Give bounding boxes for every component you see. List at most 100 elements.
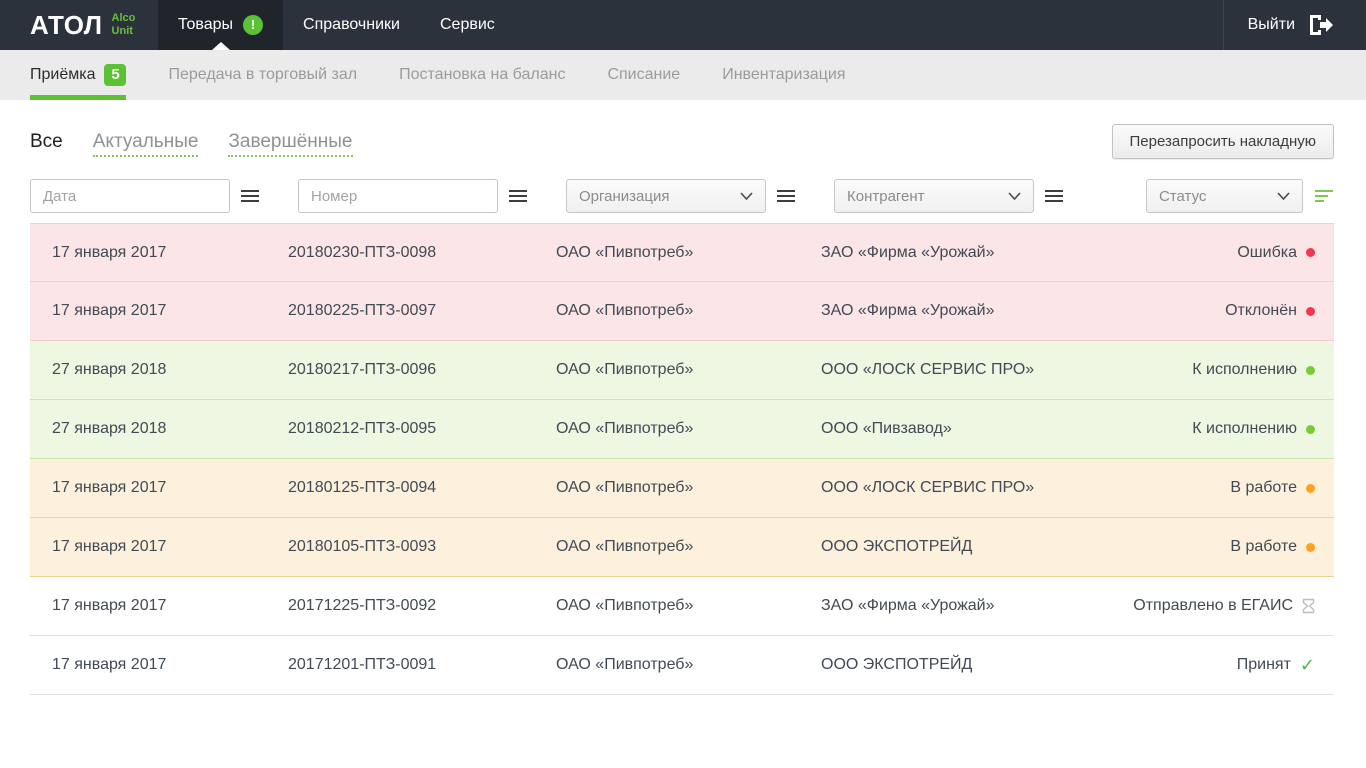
status-label: Принят <box>1237 656 1291 674</box>
status-label: К исполнению <box>1192 361 1297 379</box>
count-badge: 5 <box>104 64 126 86</box>
logout-label: Выйти <box>1248 16 1295 34</box>
cell-number: 20180125-ПТЗ-0094 <box>288 479 556 497</box>
number-filter-input[interactable] <box>298 179 498 213</box>
date-sort-icon[interactable] <box>241 188 259 204</box>
contractor-filter-select[interactable]: Контрагент <box>834 179 1034 213</box>
cell-number: 20180217-ПТЗ-0096 <box>288 361 556 379</box>
cell-date: 17 января 2017 <box>30 538 288 556</box>
status-dot-red-icon <box>1306 307 1315 316</box>
chevron-down-icon <box>1008 192 1021 200</box>
cell-status: В работе <box>1230 479 1334 497</box>
subnav-item-label: Постановка на баланс <box>399 66 565 84</box>
navbar-right: Выйти <box>1223 0 1366 50</box>
tab-all[interactable]: Все <box>30 131 63 153</box>
subnav-item-label: Приёмка <box>30 66 95 84</box>
cell-contractor: ООО «ЛОСК СЕРВИС ПРО» <box>821 479 1230 497</box>
cell-contractor: ЗАО «Фирма «Урожай» <box>821 302 1225 320</box>
number-sort-icon[interactable] <box>509 188 527 204</box>
active-menu-caret <box>212 42 230 50</box>
cell-status: Отправлено в ЕГАИС <box>1133 597 1334 615</box>
filter-tabs-row: Все Актуальные Завершённые Перезапросить… <box>30 124 1334 159</box>
main-menu: Товары ! Справочники Сервис <box>158 0 515 50</box>
cell-status: К исполнению <box>1192 361 1334 379</box>
filters-row: Организация Контрагент Статус <box>30 179 1334 213</box>
status-sort-active-icon[interactable] <box>1314 188 1334 204</box>
status-label: Отправлено в ЕГАИС <box>1133 597 1293 615</box>
subnav-item-peredacha[interactable]: Передача в торговый зал <box>168 50 357 100</box>
table-row[interactable]: 17 января 2017 20180125-ПТЗ-0094 ОАО «Пи… <box>30 459 1334 518</box>
cell-organization: ОАО «Пивпотреб» <box>556 244 821 262</box>
section-tabs: Приёмка 5 Передача в торговый зал Постан… <box>0 50 1366 100</box>
logo-subtitle-line1: Alco <box>112 12 136 25</box>
cell-contractor: ЗАО «Фирма «Урожай» <box>821 597 1133 615</box>
cell-organization: ОАО «Пивпотреб» <box>556 420 821 438</box>
requery-invoice-button[interactable]: Перезапросить накладную <box>1112 124 1334 159</box>
table-row[interactable]: 17 января 2017 20180105-ПТЗ-0093 ОАО «Пи… <box>30 518 1334 577</box>
tab-label: Актуальные <box>93 131 199 157</box>
cell-date: 27 января 2018 <box>30 420 288 438</box>
nav-item-service[interactable]: Сервис <box>420 0 515 50</box>
cell-contractor: ООО «ЛОСК СЕРВИС ПРО» <box>821 361 1192 379</box>
cell-date: 17 января 2017 <box>30 656 288 674</box>
status-label: К исполнению <box>1192 420 1297 438</box>
cell-organization: ОАО «Пивпотреб» <box>556 302 821 320</box>
nav-item-directories[interactable]: Справочники <box>283 0 420 50</box>
contractor-sort-icon[interactable] <box>1045 188 1063 204</box>
status-hourglass-icon <box>1302 598 1315 614</box>
subnav-item-priemka[interactable]: Приёмка 5 <box>30 50 126 100</box>
tab-label: Все <box>30 131 63 155</box>
cell-number: 20180230-ПТЗ-0098 <box>288 244 556 262</box>
app-logo: АТОЛ Alco Unit <box>0 0 158 50</box>
status-filter-select[interactable]: Статус <box>1146 179 1303 213</box>
cell-date: 17 января 2017 <box>30 597 288 615</box>
organization-filter-label: Организация <box>579 188 669 205</box>
cell-date: 17 января 2017 <box>30 302 288 320</box>
status-filter-group: Статус <box>1146 179 1334 213</box>
cell-organization: ОАО «Пивпотреб» <box>556 479 821 497</box>
organization-filter-select[interactable]: Организация <box>566 179 766 213</box>
subnav-item-label: Инвентаризация <box>722 66 845 84</box>
table-row[interactable]: 17 января 2017 20171201-ПТЗ-0091 ОАО «Пи… <box>30 636 1334 695</box>
cell-contractor: ООО «Пивзавод» <box>821 420 1192 438</box>
subnav-item-inventarizaciya[interactable]: Инвентаризация <box>722 50 845 100</box>
status-label: Отклонён <box>1225 302 1297 320</box>
invoices-table: 17 января 2017 20180230-ПТЗ-0098 ОАО «Пи… <box>30 223 1334 695</box>
logo-text: АТОЛ <box>30 12 103 38</box>
status-check-icon: ✓ <box>1300 656 1315 674</box>
cell-organization: ОАО «Пивпотреб» <box>556 656 821 674</box>
logout-icon <box>1308 13 1334 37</box>
cell-date: 17 января 2017 <box>30 479 288 497</box>
status-dot-red-icon <box>1306 248 1315 257</box>
table-row[interactable]: 17 января 2017 20171225-ПТЗ-0092 ОАО «Пи… <box>30 577 1334 636</box>
table-row[interactable]: 27 января 2018 20180212-ПТЗ-0095 ОАО «Пи… <box>30 400 1334 459</box>
table-row[interactable]: 17 января 2017 20180225-ПТЗ-0097 ОАО «Пи… <box>30 282 1334 341</box>
table-row[interactable]: 27 января 2018 20180217-ПТЗ-0096 ОАО «Пи… <box>30 341 1334 400</box>
cell-status: Отклонён <box>1225 302 1334 320</box>
tab-actual[interactable]: Актуальные <box>93 131 199 153</box>
table-row[interactable]: 17 января 2017 20180230-ПТЗ-0098 ОАО «Пи… <box>30 223 1334 282</box>
cell-status: К исполнению <box>1192 420 1334 438</box>
cell-status: Ошибка <box>1237 244 1334 262</box>
cell-organization: ОАО «Пивпотреб» <box>556 361 821 379</box>
cell-number: 20171225-ПТЗ-0092 <box>288 597 556 615</box>
top-navbar: АТОЛ Alco Unit Товары ! Справочники Серв… <box>0 0 1366 50</box>
cell-contractor: ООО ЭКСПОТРЕЙД <box>821 656 1237 674</box>
cell-organization: ОАО «Пивпотреб» <box>556 538 821 556</box>
contractor-filter-label: Контрагент <box>847 188 925 205</box>
tab-completed[interactable]: Завершённые <box>228 131 352 153</box>
status-dot-green-icon <box>1306 366 1315 375</box>
nav-item-goods[interactable]: Товары ! <box>158 0 283 50</box>
subnav-item-postanovka[interactable]: Постановка на баланс <box>399 50 565 100</box>
cell-status: В работе <box>1230 538 1334 556</box>
subnav-item-label: Списание <box>607 66 680 84</box>
organization-sort-icon[interactable] <box>777 188 795 204</box>
cell-number: 20180225-ПТЗ-0097 <box>288 302 556 320</box>
status-label: В работе <box>1230 538 1297 556</box>
logout-button[interactable]: Выйти <box>1224 13 1366 37</box>
nav-item-label: Товары <box>178 16 233 34</box>
cell-date: 17 января 2017 <box>30 244 288 262</box>
date-filter-input[interactable] <box>30 179 230 213</box>
status-dot-orange-icon <box>1306 484 1315 493</box>
subnav-item-spisanie[interactable]: Списание <box>607 50 680 100</box>
